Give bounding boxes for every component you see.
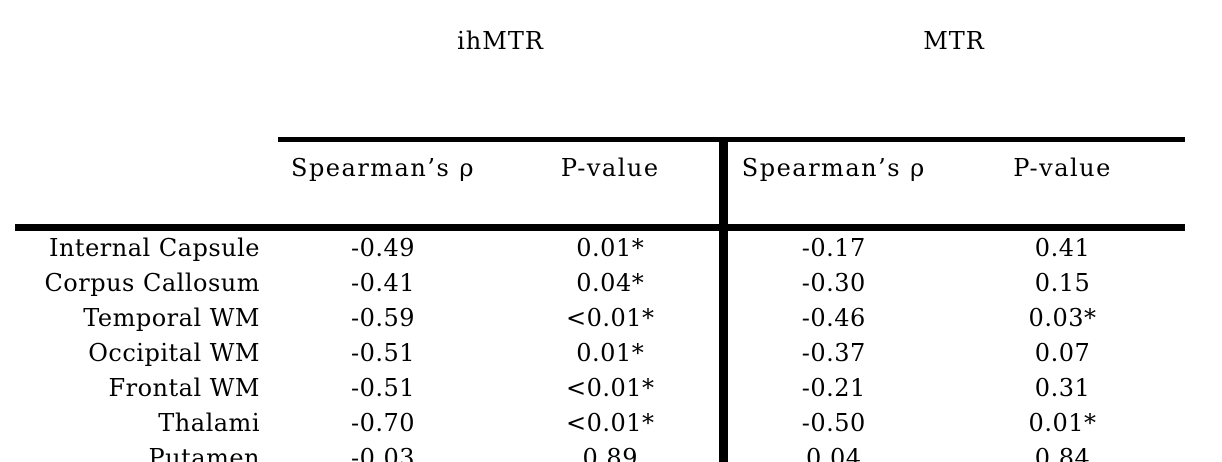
subheader-blank-cell xyxy=(15,139,278,231)
cell-mtr-rho: 0.04 xyxy=(718,441,941,462)
cell-ihmtr-rho: -0.51 xyxy=(350,339,416,367)
cell-mtr-rho: -0.17 xyxy=(718,227,941,266)
sub-header-row: Spearman’s ρ P-value Spearman’s ρ P-valu… xyxy=(15,137,1186,231)
cell-ihmtr-pvalue: <0.01* xyxy=(565,304,655,332)
table-row-internal-capsule: Internal Capsule -0.49 0.01* -0.17 0.41 xyxy=(15,227,1185,266)
cell-mtr-rho: -0.50 xyxy=(718,406,941,441)
cell-ihmtr-rho: -0.51 xyxy=(350,374,416,402)
cell-ihmtr-pvalue: 0.04* xyxy=(576,269,645,297)
cell-mtr-rho: -0.37 xyxy=(718,336,941,371)
cell-ihmtr-pvalue: 0.01* xyxy=(576,339,645,367)
cell-mtr-rho: -0.30 xyxy=(718,266,941,301)
cell-ihmtr-pvalue: 0.01* xyxy=(576,234,645,262)
row-label: Putamen xyxy=(148,444,260,462)
subheader-ihmtr-rho: Spearman’s ρ xyxy=(278,137,488,231)
row-label: Frontal WM xyxy=(108,374,260,402)
row-label: Occipital WM xyxy=(88,339,260,367)
cell-mtr-pvalue: 0.84 xyxy=(1034,444,1091,462)
table-row-temporal-wm: Temporal WM -0.59 <0.01* -0.46 0.03* xyxy=(15,301,1185,336)
row-label: Internal Capsule xyxy=(48,234,260,262)
correlation-table: ihMTR MTR Spearman’s ρ P-value Spearman’… xyxy=(15,0,1186,462)
cell-ihmtr-pvalue: 0.89 xyxy=(582,444,638,462)
table-row-frontal-wm: Frontal WM -0.51 <0.01* -0.21 0.31 xyxy=(15,371,1185,406)
table-row-thalami: Thalami -0.70 <0.01* -0.50 0.01* xyxy=(15,406,1185,441)
cell-ihmtr-pvalue: <0.01* xyxy=(565,409,655,437)
cell-ihmtr-rho: -0.59 xyxy=(350,304,416,332)
cell-mtr-pvalue: 0.31 xyxy=(1034,374,1091,402)
cell-mtr-rho: -0.21 xyxy=(718,371,941,406)
table-row-putamen: Putamen -0.03 0.89 0.04 0.84 xyxy=(15,441,1185,462)
cell-ihmtr-rho: -0.49 xyxy=(350,234,416,262)
cell-mtr-pvalue: 0.07 xyxy=(1034,339,1091,367)
cell-mtr-pvalue: 0.41 xyxy=(1034,234,1091,262)
row-label: Thalami xyxy=(158,409,260,437)
cell-mtr-pvalue: 0.03* xyxy=(1028,304,1097,332)
subheader-mtr-rho: Spearman’s ρ xyxy=(718,137,941,231)
table-row-occipital-wm: Occipital WM -0.51 0.01* -0.37 0.07 xyxy=(15,336,1185,371)
cell-ihmtr-pvalue: <0.01* xyxy=(565,374,655,402)
cell-mtr-pvalue: 0.15 xyxy=(1034,269,1091,297)
row-label: Temporal WM xyxy=(83,304,260,332)
cell-ihmtr-rho: -0.03 xyxy=(350,444,416,462)
cell-ihmtr-rho: -0.70 xyxy=(350,409,416,437)
subheader-mtr-pvalue: P-value xyxy=(940,137,1186,231)
group-header-row: ihMTR MTR xyxy=(15,0,1185,140)
column-group-mtr: MTR xyxy=(923,27,985,55)
cell-mtr-rho: -0.46 xyxy=(718,301,941,336)
corner-blank-cell xyxy=(15,0,278,140)
subheader-ihmtr-pvalue: P-value xyxy=(488,137,724,231)
cell-ihmtr-rho: -0.41 xyxy=(350,269,416,297)
table-row-corpus-callosum: Corpus Callosum -0.41 0.04* -0.30 0.15 xyxy=(15,266,1185,301)
column-group-ihmtr: ihMTR xyxy=(457,27,544,55)
cell-mtr-pvalue: 0.01* xyxy=(1028,409,1097,437)
row-label: Corpus Callosum xyxy=(44,269,260,297)
